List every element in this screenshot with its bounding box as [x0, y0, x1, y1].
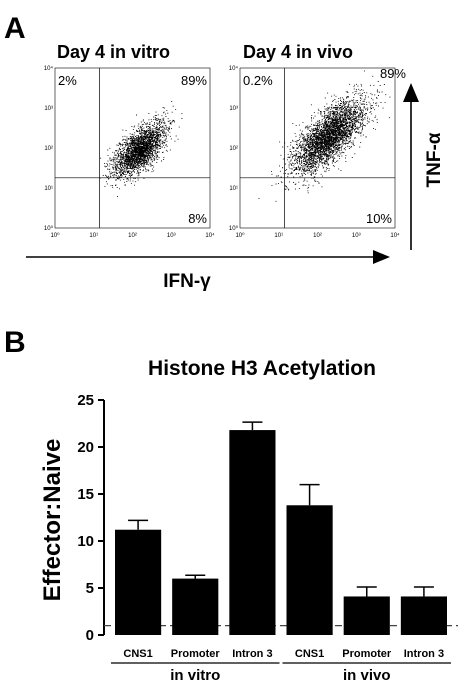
event-dots [258, 70, 394, 202]
quadrant-upper-left: 2% [58, 73, 77, 88]
tnf-alpha-axis: TNF-α [403, 83, 445, 250]
x-tick-label: 10² [128, 233, 137, 239]
quadrant-lower-right: 10% [366, 211, 392, 226]
x-tick-label: 10⁰ [235, 232, 245, 239]
bar [343, 596, 390, 635]
y-tick-label: 25 [77, 392, 94, 409]
bar-chart: 0 5 10 15 20 25 CNS1 Promoter Intron 3 CNS1 Promot… [77, 392, 458, 684]
bar [172, 578, 219, 635]
x-tick-label: 10⁰ [50, 232, 60, 239]
y-tick-label: 10³ [229, 106, 238, 112]
y-axis-arrowhead [403, 83, 419, 102]
category-label: Intron 3 [404, 648, 444, 660]
bar-chart-y-label: Effector:Naive [39, 439, 66, 602]
scatter-dots [99, 101, 183, 197]
category-label: CNS1 [295, 648, 324, 660]
y-tick-label: 10¹ [44, 186, 53, 192]
tick-labels: 10⁰ 10¹ 10² 10³ 10⁴ 10⁰ 10¹ 10² 10³ 10⁴ [229, 65, 400, 239]
y-tick-label: 10⁰ [229, 225, 239, 232]
flow-plot-in-vitro: Day 4 in vitro 10⁰ 10¹ 10² 10³ 10⁴10⁰10¹10²1… [44, 42, 215, 239]
x-tick-label: 10⁴ [205, 232, 215, 239]
scatter-dots [258, 70, 394, 202]
flow-plot-title: Day 4 in vitro [57, 42, 170, 62]
category-label: Intron 3 [232, 648, 272, 660]
quadrant-lower-right: 8% [188, 211, 207, 226]
bar [229, 430, 276, 635]
quadrant-upper-right: 89% [380, 66, 406, 81]
bar-chart-title: Histone H3 Acetylation [148, 357, 376, 380]
x-axis-arrowhead [373, 250, 390, 264]
category-label: Promoter [342, 648, 392, 660]
x-tick-label: 10¹ [274, 233, 283, 239]
y-tick-label: 10² [229, 146, 238, 152]
flow-plot-title: Day 4 in vivo [243, 42, 353, 62]
y-tick-label: 10³ [44, 106, 53, 112]
bar [400, 596, 447, 635]
x-tick-label: 10¹ [89, 233, 98, 239]
x-tick-label: 10³ [167, 233, 176, 239]
y-tick-label: 10² [44, 146, 53, 152]
x-tick-label: 10² [313, 233, 322, 239]
bar [115, 529, 162, 635]
y-tick-label: 10⁰ [44, 225, 54, 232]
bar [286, 505, 333, 635]
y-tick-label: 5 [86, 580, 94, 597]
x-tick-label: 10⁴ [390, 232, 400, 239]
x-tick-label: 10³ [352, 233, 361, 239]
x-axis-label: IFN-γ [163, 271, 211, 292]
quadrant-upper-right: 89% [181, 73, 207, 88]
y-tick-label: 20 [77, 439, 94, 456]
quadrant-upper-left: 0.2% [243, 73, 273, 88]
group-label: in vivo [343, 667, 391, 684]
y-tick-label: 15 [77, 486, 94, 503]
y-tick-label: 10¹ [229, 186, 238, 192]
y-tick-label: 10⁴ [44, 65, 54, 72]
panel-a-letter: A [4, 12, 26, 45]
quadrant-gates [240, 68, 395, 228]
group-label: in vitro [170, 667, 220, 684]
flow-plot-in-vivo: Day 4 in vivo 10⁰ 10¹ 10² 10³ 10⁴10⁰10¹10²10… [229, 42, 407, 239]
plot-frame [54, 67, 211, 229]
plot-frame [239, 67, 396, 229]
category-label: Promoter [171, 648, 221, 660]
event-dots [99, 101, 183, 197]
y-tick-label: 0 [86, 627, 94, 644]
tick-labels: 10⁰ 10¹ 10² 10³ 10⁴ 10⁰ 10¹ 10² 10³ 10⁴ [44, 65, 215, 239]
y-tick-label: 10 [77, 533, 94, 550]
y-axis-label: TNF-α [424, 132, 445, 187]
category-label: CNS1 [123, 648, 152, 660]
quadrant-gates [55, 68, 210, 228]
panel-b-letter: B [4, 326, 26, 359]
ifn-gamma-axis: IFN-γ [26, 250, 390, 292]
y-tick-label: 10⁴ [229, 65, 239, 72]
